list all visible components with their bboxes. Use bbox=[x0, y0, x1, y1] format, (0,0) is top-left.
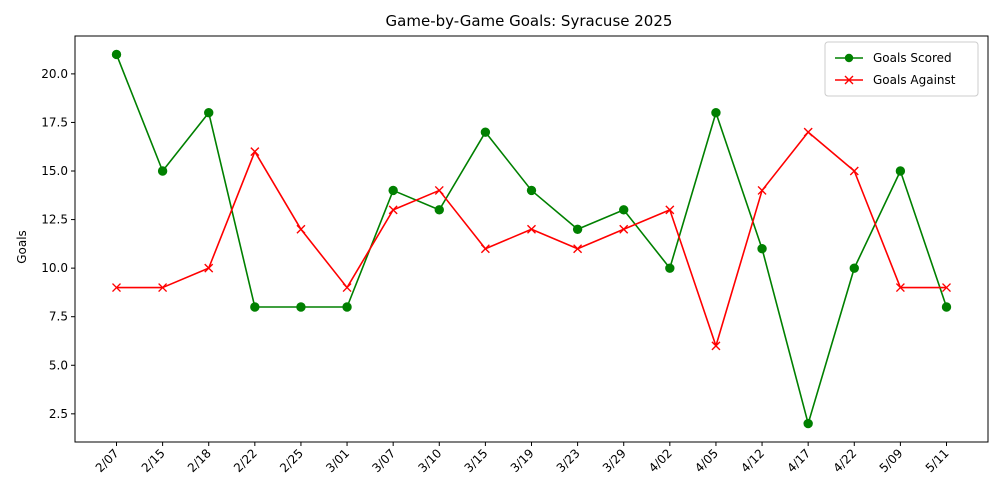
series-1-point bbox=[434, 185, 444, 195]
x-tick-label: 3/19 bbox=[508, 446, 537, 475]
series-1-point bbox=[895, 283, 905, 293]
x-tick-label: 2/07 bbox=[93, 446, 122, 475]
series-0-point bbox=[572, 224, 583, 234]
series-0-point bbox=[849, 263, 859, 273]
x-tick-label: 3/15 bbox=[462, 446, 491, 475]
series-0-point bbox=[250, 302, 260, 312]
chart-title: Game-by-Game Goals: Syracuse 2025 bbox=[386, 12, 673, 30]
series-0-point bbox=[111, 49, 122, 60]
series-0-point bbox=[665, 263, 675, 273]
plot-area: 2.5 5.0 7.5 10.0 12.5 15.0 17.5 20.0 2/07 2/15 2/1… bbox=[41, 35, 989, 475]
series-1-point bbox=[250, 147, 260, 157]
series-1-point bbox=[112, 283, 121, 293]
x-tick-label: 3/01 bbox=[323, 446, 352, 475]
x-tick-label: 2/22 bbox=[231, 446, 260, 475]
y-tick-label: 5.0 bbox=[49, 358, 68, 372]
series-1-point bbox=[757, 185, 767, 195]
x-tick-label: 5/09 bbox=[877, 446, 906, 475]
series-0-point bbox=[619, 205, 629, 215]
x-tick-label: 4/05 bbox=[692, 446, 721, 475]
y-tick-label: 17.5 bbox=[41, 115, 68, 129]
x-tick-label: 4/22 bbox=[830, 446, 859, 475]
x-tick-label: 4/02 bbox=[646, 446, 675, 475]
series-line-1 bbox=[116, 131, 947, 347]
series-1-point bbox=[158, 283, 168, 293]
x-tick-label: 2/25 bbox=[277, 446, 306, 475]
series-1-point bbox=[803, 127, 813, 137]
legend-label: Goals Against bbox=[873, 73, 956, 87]
series-0-point bbox=[296, 302, 306, 312]
series-1-point bbox=[296, 224, 306, 234]
series-0-point bbox=[434, 205, 444, 215]
series-0-point bbox=[757, 244, 767, 254]
legend-marker bbox=[844, 75, 854, 85]
series-0-point bbox=[388, 185, 398, 196]
series-0-point bbox=[526, 185, 537, 196]
plot-frame bbox=[74, 35, 989, 443]
series-0-point bbox=[711, 108, 721, 118]
series-1-point bbox=[388, 205, 398, 215]
series-0-point bbox=[803, 418, 813, 429]
series-1-point bbox=[665, 205, 675, 215]
x-tick-label: 3/10 bbox=[415, 446, 444, 475]
series-0-point bbox=[480, 127, 491, 137]
series-0-point bbox=[204, 108, 214, 118]
series-1-point bbox=[480, 244, 490, 254]
series-1-point bbox=[573, 244, 583, 254]
x-tick-label: 3/23 bbox=[554, 446, 583, 475]
legend-marker bbox=[844, 53, 854, 63]
y-tick-label: 12.5 bbox=[41, 213, 68, 227]
x-tick-label: 2/18 bbox=[185, 446, 214, 475]
series-1-point bbox=[619, 224, 629, 234]
series-1-point bbox=[849, 166, 859, 176]
y-tick-label: 15.0 bbox=[41, 164, 68, 178]
series-1-point bbox=[527, 224, 536, 234]
y-tick-label: 20.0 bbox=[41, 67, 68, 81]
x-tick-label: 3/29 bbox=[600, 446, 629, 475]
legend: Goals Scored Goals Against bbox=[824, 41, 979, 97]
y-tick-label: 2.5 bbox=[49, 407, 68, 421]
x-tick-label: 2/15 bbox=[139, 446, 168, 475]
x-tick-label: 3/07 bbox=[369, 446, 398, 475]
series-1-point bbox=[342, 283, 352, 293]
x-tick-label: 5/11 bbox=[923, 446, 952, 475]
y-tick-label: 7.5 bbox=[49, 310, 68, 324]
series-0-point bbox=[157, 166, 168, 176]
series-line-0 bbox=[115, 54, 948, 425]
series-0-point bbox=[895, 166, 906, 176]
x-tick-label: 4/12 bbox=[738, 446, 767, 475]
legend-label: Goals Scored bbox=[873, 51, 952, 65]
legend-box bbox=[824, 41, 979, 97]
series-1-point bbox=[711, 341, 721, 351]
y-tick-label: 10.0 bbox=[41, 261, 68, 275]
y-axis-title: Goals bbox=[15, 230, 29, 264]
x-tick-label: 4/17 bbox=[784, 446, 813, 475]
series-1-point bbox=[204, 263, 214, 273]
series-0-point bbox=[941, 302, 952, 312]
series-1-point bbox=[942, 283, 951, 293]
series-0-point bbox=[342, 302, 352, 312]
